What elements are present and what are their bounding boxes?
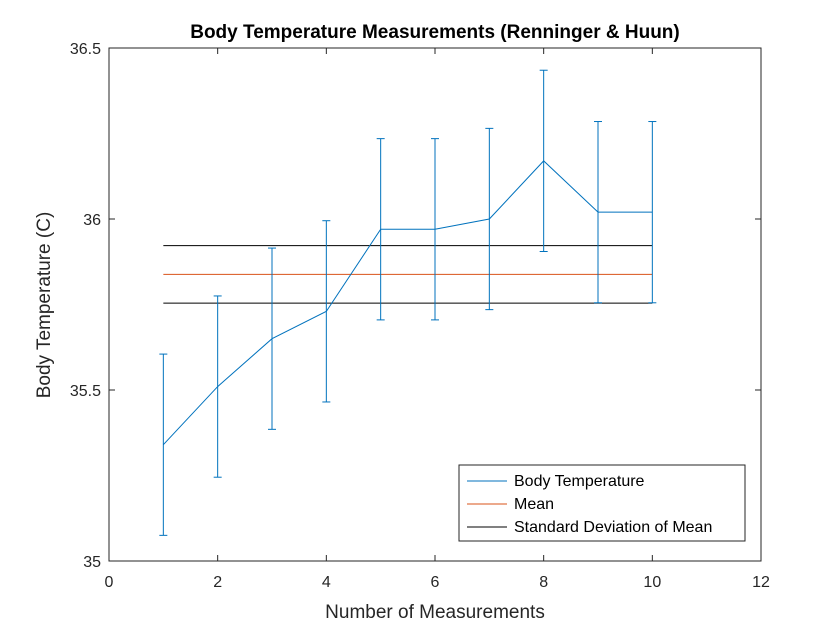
legend-entry-label: Body Temperature [514,473,645,490]
legend-entry-label: Mean [514,496,554,513]
x-tick-label: 0 [105,574,114,591]
x-tick-label: 2 [213,574,222,591]
chart-title: Body Temperature Measurements (Renninger… [190,22,680,43]
x-tick-label: 6 [431,574,440,591]
y-tick-label: 36.5 [70,41,101,58]
x-tick-label: 4 [322,574,331,591]
x-tick-label: 10 [643,574,661,591]
legend: Body Temperature Mean Standard Deviation o… [458,464,746,542]
y-tick-label: 35.5 [70,383,101,400]
x-tick-label: 8 [539,574,548,591]
legend-box [458,464,746,542]
x-tick-label: 12 [752,574,770,591]
x-axis-label: Number of Measurements [325,602,545,623]
y-tick-label: 36 [83,212,101,229]
body-temperature-line [162,160,653,446]
y-axis-label: Body Temperature (C) [34,212,55,399]
y-tick-label: 35 [83,554,101,571]
legend-entry-label: Standard Deviation of Mean [514,519,712,536]
